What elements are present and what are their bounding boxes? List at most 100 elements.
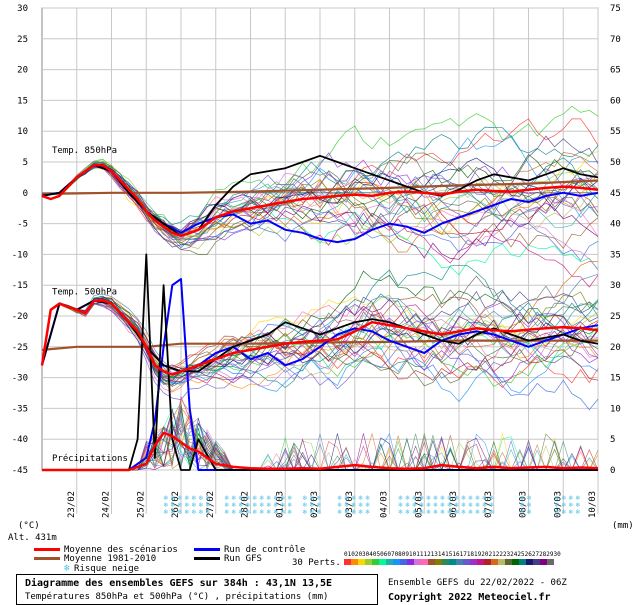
legend-label-control: Run de contrôle [224,545,306,555]
snow-risk-mark: ❄ [365,508,369,516]
snow-risk-mark: ❄ [171,501,175,509]
date-tick-label: 02/03 [310,491,320,518]
snow-risk-mark: ❄ [351,508,355,516]
series-line-precip [42,431,599,472]
snow-risk-mark: ❄ [475,494,479,502]
footer-title: Diagramme des ensembles GEFS sur 384h : … [25,578,333,589]
run-info: Ensemble GEFS du 22/02/2022 - 06Z [388,578,567,588]
perturbation-swatch [533,559,540,565]
snow-risk-mark: ❄ [337,494,341,502]
perturbation-swatch [365,559,372,565]
snow-risk-mark: ❄ [412,494,416,502]
snow-risk-mark: ❄ [310,494,314,502]
snow-risk-mark: ❄ [178,508,182,516]
snow-risk-mark: ❄ [555,501,559,509]
snow-risk-mark: ❄ [351,494,355,502]
snow-risk-mark: ❄ [419,501,423,509]
date-tick-label: 04/03 [380,491,390,518]
snow-risk-mark: ❄ [569,494,573,502]
perturbation-swatch [470,559,477,565]
left-tick-label: 25 [17,35,28,45]
snow-risk-mark: ❄ [287,501,291,509]
snow-risk-mark: ❄ [245,501,249,509]
date-tick-label: 23/02 [67,491,77,518]
snow-risk-mark: ❄ [447,508,451,516]
snow-risk-mark: ❄ [317,494,321,502]
snow-risk-mark: ❄ [555,508,559,516]
ensemble-member-t850 [41,165,599,260]
perturbation-swatch [421,559,428,565]
date-tick-label: 03/03 [345,491,355,518]
perturbation-swatch [505,559,512,565]
left-tick-label: -35 [12,404,28,414]
snow-risk-mark: ❄ [489,494,493,502]
series-line-t500 [41,339,598,351]
snow-risk-mark: ❄ [489,508,493,516]
left-tick-label: -15 [12,281,28,291]
snow-risk-mark: ❄ [238,501,242,509]
snow-risk-mark: ❄ [344,501,348,509]
snow-risk-mark: ❄ [405,508,409,516]
snow-risk-mark: ❄ [468,494,472,502]
snow-risk-mark: ❄ [405,494,409,502]
snow-risk-mark: ❄ [351,501,355,509]
snow-risk-mark: ❄ [419,494,423,502]
snow-risk-mark: ❄ [527,508,531,516]
legend-swatch-gfs [194,557,220,560]
perturbation-swatch [463,559,470,565]
snow-risk-mark: ❄ [245,508,249,516]
left-tick-label: 5 [23,158,28,168]
perturbation-swatch [526,559,533,565]
snow-risk-mark: ❄ [185,508,189,516]
perturbation-swatch [540,559,547,565]
date-tick-label: 05/03 [414,491,424,518]
snow-risk-mark: ❄ [358,494,362,502]
left-tick-label: -10 [12,250,28,260]
perturbation-swatch [358,559,365,565]
right-tick-label: 65 [610,66,621,76]
left-tick-label: 0 [23,189,28,199]
perturbation-swatch [351,559,358,565]
legend-label-snow: Risque neige [74,564,140,574]
series-line-t500 [40,299,599,376]
left-tick-label: -5 [17,220,28,230]
date-tick-label: 24/02 [102,491,112,518]
ensemble-member-t500 [41,302,599,381]
snow-risk-mark: ❄ [199,501,203,509]
snow-risk-mark: ❄ [344,508,348,516]
snow-risk-mark: ❄ [171,508,175,516]
snow-risk-mark: ❄ [365,501,369,509]
date-tick-label: 10/03 [588,491,598,518]
snow-risk-mark: ❄ [569,508,573,516]
snow-risk-mark: ❄ [287,508,291,516]
snow-risk-mark: ❄ [206,501,210,509]
snow-risk-mark: ❄ [426,508,430,516]
perturbation-swatch [498,559,505,565]
perturbation-swatch [435,559,442,565]
series-line-precip [42,278,598,471]
perturbation-colors [344,559,554,565]
ensemble-member-t500 [41,273,599,376]
ensemble-member-t500 [41,270,599,379]
snow-risk-mark: ❄ [412,501,416,509]
snow-risk-mark: ❄ [440,494,444,502]
snow-risk-mark: ❄ [317,501,321,509]
snow-risk-mark: ❄ [310,501,314,509]
panel-label-precip: Précipitations [52,453,128,464]
perturbation-swatch [393,559,400,565]
right-tick-label: 20 [610,343,621,353]
perturbation-swatch [547,559,554,565]
snow-risk-mark: ❄ [164,501,168,509]
footer-title-box: Diagramme des ensembles GEFS sur 384h : … [16,574,378,605]
right-tick-label: 15 [610,374,621,384]
right-tick-label: 25 [610,312,621,322]
right-tick-label: 10 [610,404,621,414]
snow-risk-mark: ❄ [454,508,458,516]
left-tick-label: -40 [12,435,28,445]
date-tick-label: 27/02 [206,491,216,518]
ensemble-member-t500 [41,290,599,381]
legend-label-clim: Moyenne 1981-2010 [64,554,157,564]
snow-risk-mark: ❄ [358,508,362,516]
snow-risk-mark: ❄ [520,508,524,516]
